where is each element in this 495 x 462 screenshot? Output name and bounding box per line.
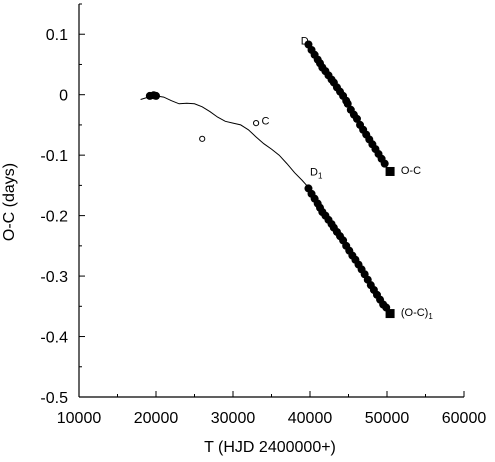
y-tick-label: -0.4 [40,330,68,347]
x-tick-label: 30000 [211,410,256,427]
annotation-label: C [261,115,269,127]
data-point-open [253,120,260,127]
x-tick-label: 50000 [365,410,410,427]
y-ticks: 0.1 0 -0.1 -0.2 -0.3 -0.4 -0.5 [40,3,85,407]
data-point [380,159,389,168]
annotation-label: (O-C)1 [401,307,434,321]
x-tick-label: 20000 [134,410,179,427]
series-5 [140,95,309,187]
data-point-square [385,309,395,319]
y-tick-label: -0.3 [40,269,68,286]
series-1 [385,166,395,176]
annotations: D C D1 O-C (O-C)1 [261,36,433,321]
y-axis-label: O-C (days) [1,163,18,241]
x-tick-label: 60000 [442,410,487,427]
data-point-open [199,135,206,142]
series-layer [140,40,395,319]
series-3 [385,309,395,319]
series-4 [199,120,260,142]
series-0 [304,40,389,168]
y-tick-label: -0.2 [40,209,68,226]
data-point [343,99,352,108]
x-axis-label: T (HJD 2400000+) [204,439,336,456]
axes [78,4,464,398]
data-point-square [385,166,395,176]
x-tick-label: 10000 [57,410,102,427]
fit-curve [140,95,309,187]
annotation-label: O-C [401,165,421,177]
data-point [352,114,361,123]
annotation-label: D1 [310,167,323,181]
annotation-label: D [301,36,309,48]
x-tick-label: 40000 [288,410,333,427]
y-tick-label: -0.5 [40,390,68,407]
x-ticks: 10000 20000 30000 40000 50000 60000 [57,391,487,427]
y-tick-label: -0.1 [40,148,68,165]
y-tick-label: 0 [59,88,68,105]
y-tick-label: 0.1 [46,27,68,44]
series-2 [145,91,391,312]
